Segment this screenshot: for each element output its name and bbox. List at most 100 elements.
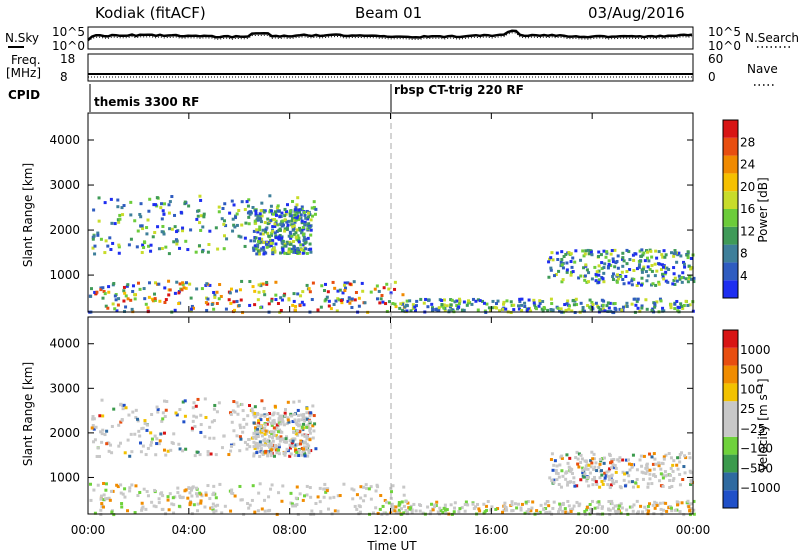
cpid-segment-1: themis 3300 RF xyxy=(94,95,199,109)
colorbar-tick-label: −1000 xyxy=(740,481,781,495)
heatmap-cell xyxy=(637,265,641,269)
heatmap-cell xyxy=(296,246,300,250)
heatmap-cell xyxy=(126,283,130,287)
heatmap-cell xyxy=(263,293,267,297)
heatmap-cell xyxy=(603,309,607,313)
heatmap-cell xyxy=(625,458,629,462)
heatmap-cell xyxy=(305,425,309,429)
heatmap-cell xyxy=(231,409,235,413)
heatmap-cell xyxy=(654,501,658,505)
heatmap-cell xyxy=(91,246,95,250)
heatmap-cell xyxy=(676,503,680,507)
heatmap-cell xyxy=(671,463,675,467)
heatmap-cell xyxy=(116,485,120,489)
heatmap-cell xyxy=(327,507,331,511)
heatmap-cell xyxy=(337,298,341,302)
heatmap-cell xyxy=(285,447,289,451)
heatmap-cell xyxy=(126,297,130,301)
heatmap-cell xyxy=(257,252,261,256)
heatmap-cell xyxy=(634,481,638,485)
heatmap-cell xyxy=(560,454,564,458)
heatmap-cell xyxy=(223,202,227,206)
heatmap-cell xyxy=(677,306,681,310)
heatmap-cell xyxy=(154,203,158,207)
heatmap-cell xyxy=(306,217,310,221)
heatmap-cell xyxy=(110,451,114,455)
heatmap-cell xyxy=(336,289,340,293)
heatmap-cell xyxy=(665,473,669,477)
heatmap-cell xyxy=(279,435,283,439)
heatmap-cell xyxy=(661,255,665,259)
heatmap-cell xyxy=(672,477,676,481)
heatmap-cell xyxy=(336,509,340,513)
heatmap-cell xyxy=(314,207,318,211)
heatmap-cell xyxy=(612,457,616,461)
heatmap-cell xyxy=(628,258,632,262)
heatmap-cell xyxy=(526,500,530,504)
heatmap-cell xyxy=(124,406,128,410)
heatmap-cell xyxy=(614,511,618,515)
heatmap-cell xyxy=(632,258,636,262)
heatmap-cell xyxy=(293,220,297,224)
heatmap-cell xyxy=(190,486,194,490)
heatmap-cell xyxy=(520,303,524,307)
heatmap-cell xyxy=(662,457,666,461)
heatmap-cell xyxy=(266,217,270,221)
heatmap-cell xyxy=(235,289,239,293)
heatmap-cell xyxy=(138,212,142,216)
heatmap-cell xyxy=(667,506,671,510)
heatmap-cell xyxy=(262,290,266,294)
heatmap-cell xyxy=(224,224,228,228)
heatmap-cell xyxy=(258,454,262,458)
heatmap-cell xyxy=(378,301,382,305)
heatmap-cell xyxy=(188,487,192,491)
heatmap-cell xyxy=(126,438,130,442)
heatmap-cell xyxy=(546,308,550,312)
heatmap-cell xyxy=(138,490,142,494)
heatmap-cell xyxy=(155,405,159,409)
heatmap-cell xyxy=(567,304,571,308)
heatmap-cell xyxy=(642,454,646,458)
heatmap-cell xyxy=(560,250,564,254)
heatmap-cell xyxy=(297,454,301,458)
heatmap-cell xyxy=(323,289,327,293)
heatmap-cell xyxy=(299,248,303,252)
heatmap-cell xyxy=(518,300,522,304)
heatmap-cell xyxy=(257,421,261,425)
heatmap-cell xyxy=(678,452,682,456)
heatmap-cell xyxy=(648,472,652,476)
heatmap-cell xyxy=(663,272,667,276)
colorbar-tick-label: 4 xyxy=(740,269,748,283)
heatmap-cell xyxy=(254,209,258,213)
heatmap-cell xyxy=(95,454,99,458)
heatmap-cell xyxy=(628,505,632,509)
heatmap-cell xyxy=(246,501,250,505)
heatmap-cell xyxy=(286,203,290,207)
heatmap-cell xyxy=(253,415,257,419)
heatmap-cell xyxy=(649,249,653,253)
heatmap-cell xyxy=(271,229,275,233)
heatmap-cell xyxy=(609,474,613,478)
colorbar-tick-label: 25 xyxy=(740,402,755,416)
heatmap-cell xyxy=(689,507,693,511)
heatmap-cell xyxy=(396,511,400,515)
heatmap-cell xyxy=(614,261,618,265)
heatmap-cell xyxy=(251,246,255,250)
heatmap-cell xyxy=(271,439,275,443)
heatmap-cell xyxy=(597,254,601,258)
heatmap-cell xyxy=(210,420,214,424)
heatmap-cell xyxy=(393,509,397,513)
heatmap-cell xyxy=(235,434,239,438)
heatmap-cell xyxy=(374,489,378,493)
heatmap-cell xyxy=(129,237,133,241)
heatmap-cell xyxy=(291,225,295,229)
heatmap-cell xyxy=(439,508,443,512)
heatmap-cell xyxy=(117,444,121,448)
heatmap-cell xyxy=(308,428,312,432)
heatmap-cell xyxy=(302,413,306,417)
heatmap-cell xyxy=(138,434,142,438)
heatmap-cell xyxy=(255,218,259,222)
heatmap-cell xyxy=(137,429,141,433)
heatmap-cell xyxy=(510,503,514,507)
velocity-ylabel: Slant Range [km] xyxy=(21,362,35,466)
